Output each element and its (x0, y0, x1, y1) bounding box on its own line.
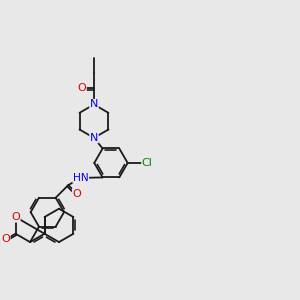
Text: HN: HN (73, 173, 88, 183)
Text: O: O (1, 235, 10, 244)
Text: N: N (90, 100, 98, 110)
Text: O: O (73, 189, 81, 199)
Text: O: O (77, 83, 86, 93)
Text: Cl: Cl (142, 158, 153, 168)
Text: O: O (11, 212, 20, 222)
Text: N: N (90, 133, 98, 143)
